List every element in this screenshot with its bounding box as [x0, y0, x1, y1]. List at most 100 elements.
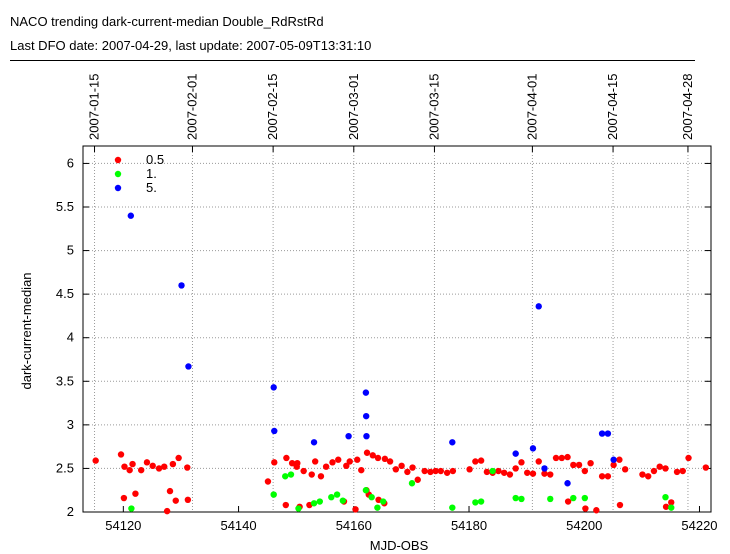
data-point	[650, 467, 658, 475]
data-point	[575, 461, 583, 469]
data-point	[329, 459, 336, 466]
data-point	[339, 497, 347, 504]
y-axis-title: dark-current-median	[19, 272, 34, 389]
data-point	[149, 462, 156, 470]
data-point	[685, 454, 692, 462]
data-point	[311, 458, 319, 465]
data-point	[564, 498, 572, 505]
data-point	[352, 506, 359, 513]
data-point	[362, 412, 370, 420]
data-point	[662, 503, 670, 510]
data-point	[616, 456, 623, 463]
data-point	[185, 363, 192, 370]
data-point	[178, 282, 185, 289]
data-point	[598, 473, 606, 480]
data-point	[437, 467, 444, 475]
data-point	[679, 467, 686, 475]
data-point	[421, 467, 428, 475]
data-point	[120, 494, 128, 502]
data-point	[668, 499, 675, 506]
data-point	[477, 498, 485, 505]
legend-label: 0.5	[146, 152, 164, 167]
data-point	[477, 457, 485, 464]
data-point	[662, 493, 669, 501]
data-point	[645, 473, 652, 480]
y-tick-label: 2	[67, 504, 74, 519]
data-point	[409, 464, 416, 471]
data-point	[524, 469, 531, 476]
data-point	[137, 466, 145, 474]
x-tick-label: 54120	[105, 518, 141, 533]
data-point	[308, 471, 315, 478]
y-tick-label: 5	[67, 243, 74, 258]
data-point	[354, 456, 361, 463]
x-tick-label: 54200	[566, 518, 602, 533]
data-point	[155, 465, 163, 472]
y-tick-label: 5.5	[56, 199, 74, 214]
data-point	[639, 471, 646, 478]
data-point	[541, 465, 548, 472]
data-point	[288, 460, 296, 467]
data-point	[535, 458, 542, 465]
data-point	[300, 467, 307, 475]
data-point	[310, 439, 318, 446]
data-point	[427, 468, 434, 476]
data-point	[449, 504, 456, 511]
data-point	[541, 470, 548, 477]
data-point	[358, 466, 365, 474]
data-point	[316, 498, 323, 505]
data-point	[535, 303, 542, 310]
data-point	[287, 471, 295, 478]
data-point	[363, 449, 371, 456]
data-point	[264, 478, 272, 485]
legend-label: 1.	[146, 166, 157, 181]
data-point	[472, 458, 479, 465]
data-point	[581, 494, 589, 502]
data-point	[593, 507, 600, 514]
data-point	[500, 469, 508, 476]
data-point	[616, 501, 624, 509]
data-point	[333, 491, 341, 498]
data-point	[702, 464, 710, 471]
data-point	[322, 463, 330, 470]
chart-title: NACO trending dark-current-median Double…	[10, 14, 324, 29]
data-point	[656, 463, 663, 470]
data-point	[121, 463, 128, 470]
data-point	[270, 384, 277, 391]
x-tick-label: 54180	[451, 518, 487, 533]
top-date-label: 2007-03-15	[426, 74, 441, 141]
tick-labels: 2 2.5 3 3.5 4 4.5 5 5.5 6 54120 54140 54160 54180 542…	[56, 74, 718, 534]
data-point	[282, 473, 289, 480]
data-point	[128, 505, 135, 512]
x-tick-label: 54160	[336, 518, 372, 533]
data-point	[547, 471, 554, 478]
data-point	[529, 445, 537, 452]
data-point	[552, 454, 560, 462]
y-tick-label: 4.5	[56, 286, 74, 301]
data-point	[449, 467, 457, 475]
data-point	[328, 493, 335, 501]
data-point	[581, 467, 589, 475]
data-point	[161, 463, 168, 470]
data-point	[414, 476, 421, 483]
data-point	[132, 490, 139, 497]
data-point	[271, 427, 278, 435]
x-axis-title: MJD-OBS	[370, 538, 429, 553]
data-point	[564, 453, 571, 461]
y-tick-label: 4	[67, 330, 74, 345]
data-point	[184, 464, 191, 471]
data-point	[143, 459, 151, 466]
data-point	[610, 461, 617, 469]
data-point	[392, 466, 400, 473]
data-point	[343, 462, 350, 470]
top-date-label: 2007-04-15	[605, 74, 620, 141]
data-point	[335, 456, 342, 463]
legend-marker	[114, 156, 122, 164]
data-point	[512, 494, 519, 502]
data-point	[495, 467, 502, 475]
data-point	[472, 499, 479, 506]
data-point	[582, 505, 589, 512]
data-point	[386, 458, 394, 465]
top-date-label: 2007-03-01	[346, 74, 361, 141]
